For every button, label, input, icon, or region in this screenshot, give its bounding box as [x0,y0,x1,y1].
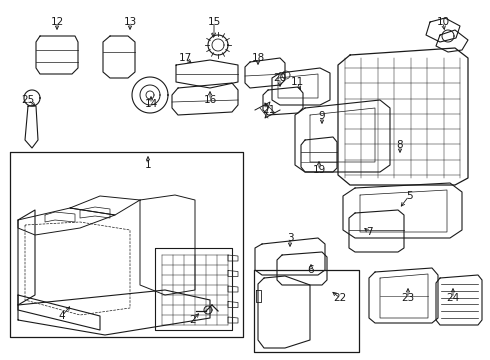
Text: 1: 1 [145,160,151,170]
Text: 19: 19 [313,165,326,175]
Text: 2: 2 [190,315,196,325]
Text: 25: 25 [22,95,35,105]
Text: 21: 21 [262,105,275,115]
Text: 17: 17 [178,53,192,63]
Text: 15: 15 [207,17,220,27]
Text: 4: 4 [59,311,65,321]
Text: 23: 23 [401,293,415,303]
Text: 3: 3 [287,233,294,243]
Text: 13: 13 [123,17,137,27]
Text: 9: 9 [318,111,325,121]
Text: 20: 20 [273,73,287,83]
Text: 14: 14 [145,99,158,109]
Text: 10: 10 [437,17,449,27]
Text: 7: 7 [366,227,372,237]
Text: 24: 24 [446,293,460,303]
Text: 22: 22 [333,293,346,303]
Text: 12: 12 [50,17,64,27]
Text: 5: 5 [406,191,412,201]
Text: 18: 18 [251,53,265,63]
Text: 8: 8 [397,140,403,150]
Text: 16: 16 [203,95,217,105]
Text: 11: 11 [291,77,304,87]
Text: 6: 6 [308,265,314,275]
